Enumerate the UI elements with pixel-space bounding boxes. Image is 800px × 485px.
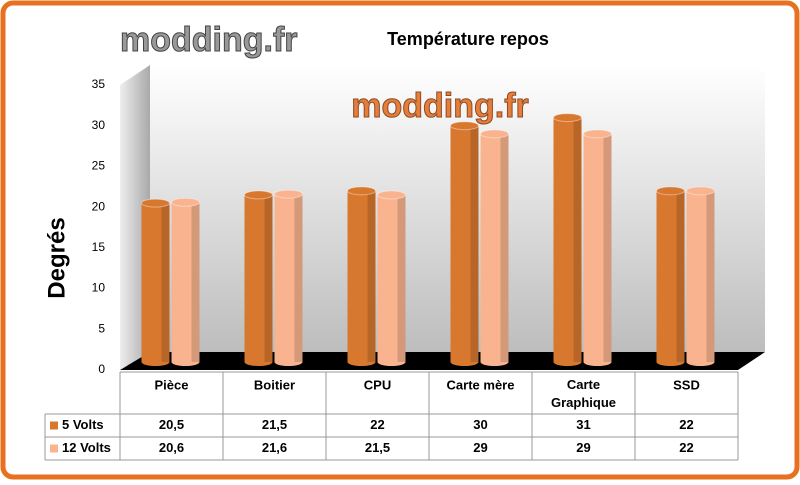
bar-shade — [603, 133, 612, 362]
chart-title: Température repos — [387, 29, 549, 49]
y-tick-label: 30 — [92, 118, 106, 132]
bar-top — [274, 189, 303, 199]
bar-base — [141, 358, 170, 366]
bar-base — [480, 358, 509, 366]
value-label: 30 — [473, 417, 487, 432]
bar-top — [141, 198, 170, 208]
legend-swatch — [50, 421, 58, 430]
x-tick-label: Boitier — [254, 377, 295, 392]
bar-body — [583, 133, 612, 362]
bar-base — [553, 358, 582, 366]
value-label: 29 — [576, 440, 590, 455]
watermark: modding.fr — [120, 21, 298, 59]
bar — [450, 121, 479, 366]
bar-top — [171, 197, 200, 207]
bar-top — [377, 190, 406, 200]
bar — [656, 186, 685, 366]
value-label: 20,6 — [159, 440, 184, 455]
x-tick-label: Carte mère — [447, 377, 515, 392]
bar-body — [553, 117, 582, 362]
bar-body — [480, 133, 509, 362]
bar — [171, 197, 200, 366]
value-label: 31 — [576, 417, 590, 432]
value-label: 20,5 — [159, 417, 184, 432]
bar — [244, 190, 273, 366]
bar-shade — [294, 194, 303, 362]
bar — [141, 198, 170, 366]
bar-top — [686, 186, 715, 196]
value-label: 21,6 — [262, 440, 287, 455]
value-label: 22 — [370, 417, 384, 432]
bar — [480, 129, 509, 366]
bar-shade — [500, 133, 509, 362]
y-tick-label: 25 — [92, 159, 106, 173]
bar-body — [347, 190, 376, 362]
bar-shade — [397, 194, 406, 362]
x-tick-label: SSD — [673, 377, 700, 392]
bar-top — [480, 129, 509, 139]
bar-shade — [191, 202, 200, 362]
bar-base — [274, 358, 303, 366]
legend-swatch — [50, 444, 58, 453]
bar-top — [347, 186, 376, 196]
value-label: 21,5 — [365, 440, 390, 455]
bar-base — [377, 358, 406, 366]
bar-shade — [367, 190, 376, 362]
value-label: 22 — [679, 417, 693, 432]
bar-shade — [573, 117, 582, 362]
bar-shade — [676, 190, 685, 362]
bar-base — [171, 358, 200, 366]
y-tick-label: 10 — [92, 281, 106, 295]
bar-top — [553, 113, 582, 123]
y-tick-label: 0 — [98, 362, 105, 376]
bar-base — [686, 358, 715, 366]
bar-shade — [706, 190, 715, 362]
data-table — [44, 371, 739, 461]
bar — [583, 129, 612, 366]
bar-top — [244, 190, 273, 200]
y-tick-label: 35 — [92, 77, 106, 91]
x-tick-label: Carte Graphique — [551, 377, 616, 410]
bar-shade — [470, 125, 479, 362]
watermark: modding.fr — [351, 87, 529, 125]
bar-base — [450, 358, 479, 366]
bar-shade — [161, 203, 170, 362]
bar-base — [583, 358, 612, 366]
bar — [274, 189, 303, 366]
y-tick-label: 15 — [92, 240, 106, 254]
bar-body — [686, 190, 715, 362]
bar-base — [244, 358, 273, 366]
value-label: 21,5 — [262, 417, 287, 432]
y-tick-label: 20 — [92, 199, 106, 213]
bar-top — [583, 129, 612, 139]
value-label: 29 — [473, 440, 487, 455]
bar-base — [347, 358, 376, 366]
x-tick-label: CPU — [364, 377, 391, 392]
bar-shade — [264, 194, 273, 362]
bar-body — [274, 194, 303, 362]
bar-top — [450, 121, 479, 131]
y-axis-label: Degrés — [43, 217, 70, 298]
y-tick-label: 5 — [98, 321, 105, 335]
bar-body — [244, 194, 273, 362]
value-label: 22 — [679, 440, 693, 455]
legend-label: 5 Volts — [62, 417, 104, 432]
bar — [347, 186, 376, 366]
bar — [377, 190, 406, 366]
bar — [553, 113, 582, 366]
bar-base — [656, 358, 685, 366]
bar-body — [141, 203, 170, 362]
x-tick-label: Pièce — [155, 377, 189, 392]
bar-top — [656, 186, 685, 196]
legend-label: 12 Volts — [62, 440, 111, 455]
bar — [686, 186, 715, 366]
bar-body — [656, 190, 685, 362]
bar-body — [171, 202, 200, 362]
bar-body — [450, 125, 479, 362]
bar-body — [377, 194, 406, 362]
